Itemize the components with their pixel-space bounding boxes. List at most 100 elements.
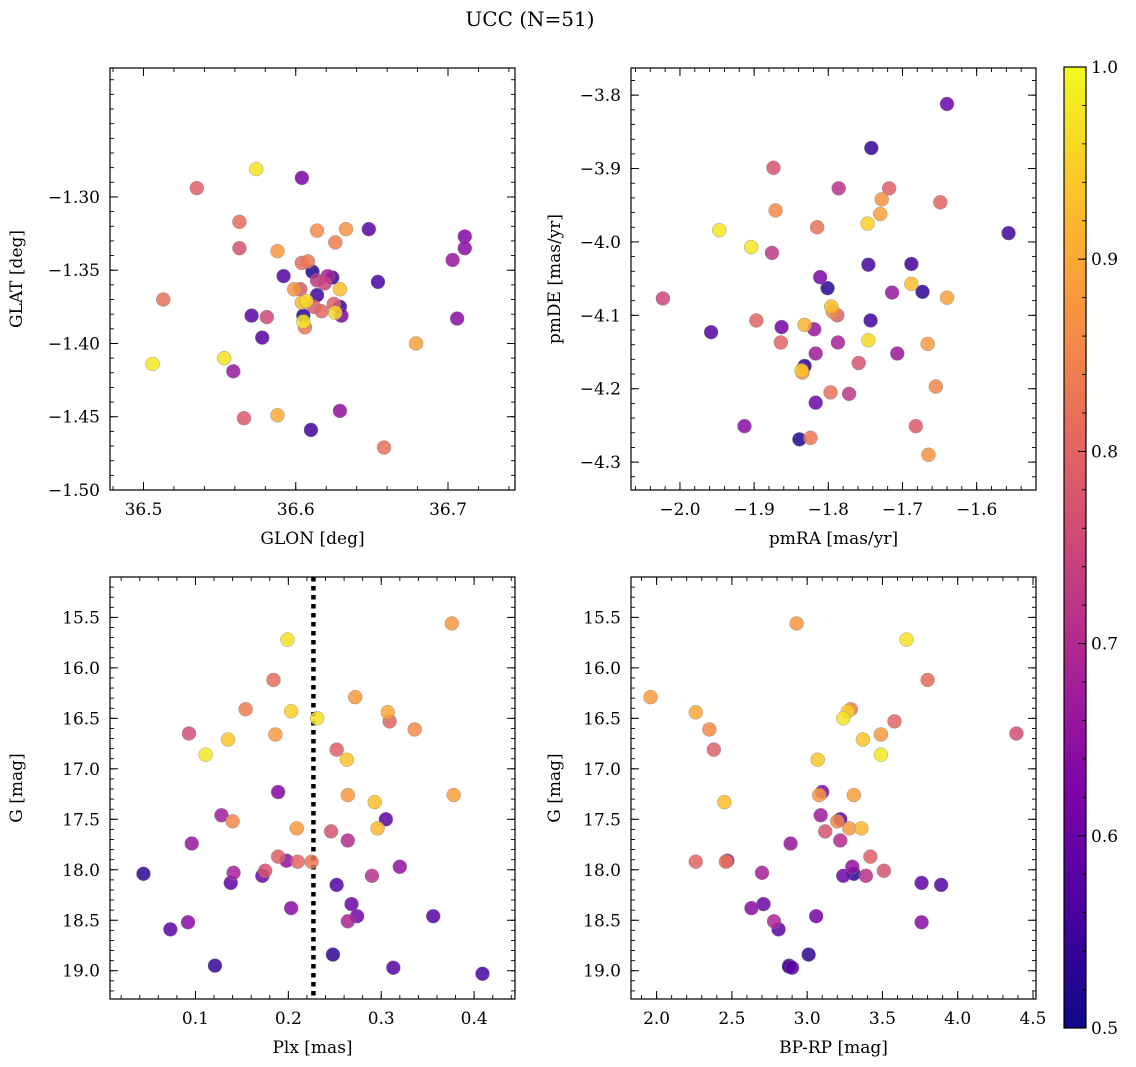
x-tick-label: 36.6 (277, 500, 315, 520)
data-point (1001, 225, 1016, 241)
data-point (309, 223, 325, 238)
data-point (444, 616, 460, 631)
data-point (136, 866, 151, 882)
data-point (457, 241, 472, 256)
data-point (1009, 726, 1024, 741)
data-point (754, 865, 770, 881)
data-point (236, 411, 252, 426)
data-point (774, 319, 789, 335)
data-point (226, 865, 241, 881)
x-axis-label: BP-RP [mag] (779, 1038, 888, 1058)
x-tick-label: 4.5 (1019, 1009, 1046, 1029)
data-point (314, 304, 329, 319)
data-point (257, 863, 273, 878)
data-points (136, 616, 490, 981)
y-tick-label: 17.0 (62, 760, 100, 780)
major-ticks (110, 577, 515, 999)
data-point (376, 440, 392, 455)
y-axis-label: G [mag] (545, 753, 565, 822)
data-point (830, 335, 846, 350)
data-point (296, 314, 311, 329)
data-point (294, 170, 310, 186)
data-point (299, 293, 314, 309)
x-tick-label: −1.8 (808, 500, 849, 520)
minor-ticks (631, 68, 1037, 490)
data-point (921, 447, 936, 462)
data-point (744, 900, 759, 916)
y-tick-label: −1.35 (48, 261, 100, 281)
panel-2: −2.0 −1.9 −1.8 −1.7 −1.6 −3.8 −3.9 −4.0 −4.1 −4.2… (545, 67, 1037, 549)
data-point (914, 875, 929, 891)
data-point (783, 836, 798, 851)
data-point (226, 364, 241, 379)
data-point (449, 311, 465, 326)
data-point (851, 355, 866, 371)
data-point (259, 309, 275, 325)
data-point (198, 747, 213, 762)
y-axis-label: pmDE [mas/yr] (545, 214, 565, 344)
x-tick-label: 0.4 (461, 1009, 488, 1029)
major-ticks (631, 577, 1036, 999)
y-tick-label: −1.50 (48, 481, 100, 501)
data-point (861, 333, 876, 348)
y-tick-label: −4.3 (580, 453, 621, 473)
x-tick-label: −2.0 (659, 500, 700, 520)
data-point (773, 335, 789, 350)
y-tick-label: 15.5 (62, 608, 100, 628)
data-point (811, 787, 827, 803)
data-point (340, 914, 355, 929)
y-tick-label: 18.5 (583, 911, 621, 931)
y-tick-label: 17.0 (583, 760, 621, 780)
data-point (858, 868, 874, 884)
data-point (855, 732, 871, 747)
data-point (939, 290, 955, 305)
data-point (184, 836, 199, 851)
data-point (876, 863, 892, 878)
data-point (266, 672, 281, 688)
data-point (712, 222, 727, 238)
data-point (340, 833, 355, 848)
data-point (287, 282, 302, 297)
colorbar-tick-label: 0.7 (1091, 635, 1118, 655)
data-point (830, 814, 845, 829)
y-tick-label: 17.5 (62, 810, 100, 830)
data-point (370, 821, 385, 836)
y-tick-label: −1.45 (48, 408, 100, 428)
x-tick-label: −1.9 (733, 500, 774, 520)
data-point (290, 854, 305, 869)
data-point (861, 257, 876, 272)
data-point (863, 313, 878, 328)
data-point (156, 292, 171, 307)
data-point (928, 379, 944, 394)
data-point (789, 616, 804, 631)
data-point (784, 960, 800, 975)
data-point (873, 206, 888, 222)
data-point (873, 727, 889, 742)
data-point (766, 914, 782, 929)
y-tick-label: 16.0 (583, 659, 621, 679)
data-point (831, 181, 846, 196)
data-point (344, 896, 359, 912)
data-point (214, 808, 229, 823)
data-point (702, 722, 717, 737)
data-point (933, 877, 949, 893)
data-point (717, 794, 732, 810)
data-point (370, 274, 386, 290)
data-point (323, 824, 339, 839)
data-point (367, 794, 382, 810)
data-point (300, 254, 316, 269)
y-axis-label: G [mag] (7, 753, 27, 822)
x-axis-label: pmRA [mas/yr] (769, 529, 898, 549)
data-point (812, 269, 828, 285)
data-point (823, 385, 838, 400)
data-point (768, 203, 783, 218)
y-tick-label: 16.5 (583, 709, 621, 729)
colorbar-tick-label: 0.8 (1091, 442, 1118, 462)
data-point (766, 160, 781, 176)
data-point (339, 752, 355, 767)
data-point (881, 181, 897, 196)
x-tick-label: 36.7 (429, 500, 467, 520)
data-point (845, 859, 860, 874)
data-point (163, 922, 178, 937)
data-point (803, 430, 818, 446)
